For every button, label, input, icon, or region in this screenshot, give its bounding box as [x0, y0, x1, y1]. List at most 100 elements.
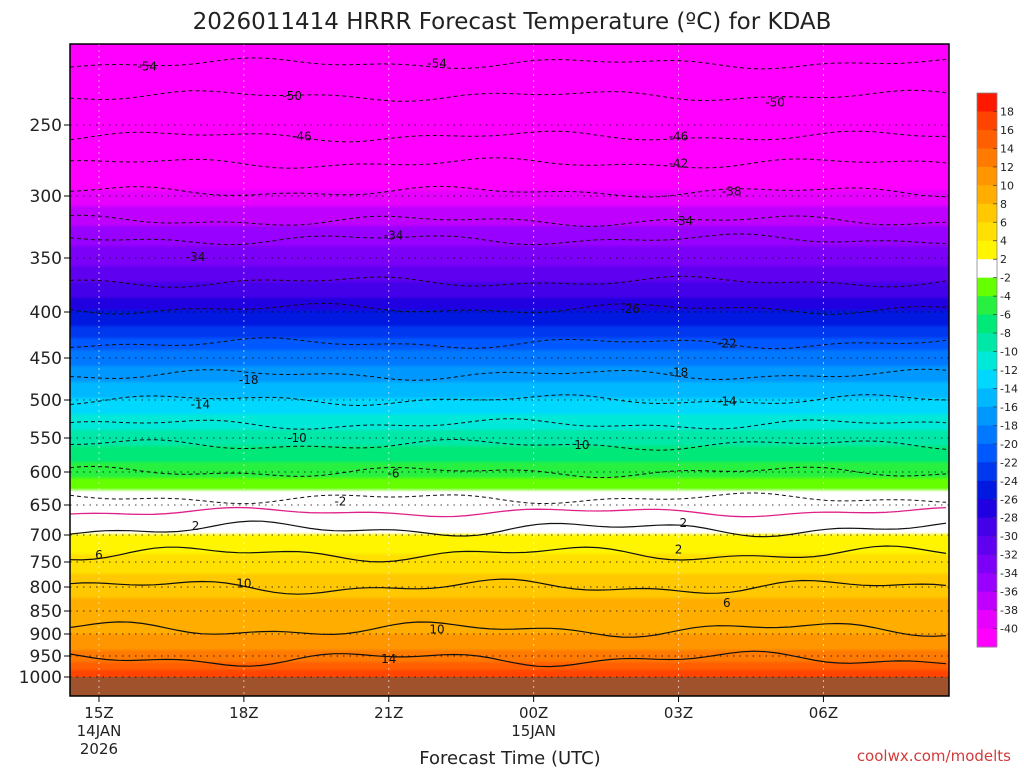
colorbar-swatch	[977, 573, 997, 593]
contour-label: 2	[192, 519, 200, 533]
x-tick-label: 18Z	[229, 704, 258, 722]
colorbar-swatch	[977, 443, 997, 463]
y-tick-label: 950	[30, 647, 62, 667]
contour-label: 10	[236, 577, 251, 591]
colorbar-tick-label: 18	[1000, 105, 1014, 118]
y-tick-label: 700	[30, 526, 62, 546]
colorbar-tick-label: -34	[1000, 567, 1018, 580]
colorbar-swatch	[977, 129, 997, 149]
colorbar-swatch	[977, 351, 997, 371]
colorbar-swatch	[977, 610, 997, 630]
colorbar-swatch	[977, 259, 997, 279]
contour-label-text: 10	[429, 622, 444, 636]
contour-label-text: -22	[717, 336, 737, 350]
ground-shading	[70, 677, 949, 696]
colorbar-legend: 18 16 14 12 10 8 6 4 2 -2 -4 -6 -8 -10 -12 -14 -16 -18 -20…	[976, 92, 1018, 648]
x-tick-label: 15Z	[84, 704, 113, 722]
contour-label: -14	[717, 395, 737, 409]
colorbar-tick-label: -12	[1000, 364, 1018, 377]
x-tick-label: 06Z	[809, 704, 838, 722]
contour-label-text: -38	[722, 185, 742, 199]
contour-label-text: -18	[239, 373, 259, 387]
colorbar-tick-label: 6	[1000, 216, 1007, 229]
y-axis-pressure: 250 300 350 400 450 500 550 600 650 700 750 800 850 9…	[19, 116, 70, 688]
contour-label: -54	[137, 60, 157, 74]
colorbar-swatch	[977, 628, 997, 648]
colorbar-swatch	[977, 222, 997, 242]
contour-label: -34	[186, 250, 206, 264]
y-tick-label: 550	[30, 429, 62, 449]
contour-label: 2	[680, 516, 688, 530]
colorbar-swatch	[977, 370, 997, 389]
contour-label-text: -34	[384, 229, 404, 243]
contour-label-text: -50	[282, 89, 302, 103]
x-tick-date: 14JAN	[77, 722, 122, 740]
isotherm-solid	[70, 650, 947, 668]
x-tick-date: 15JAN	[511, 722, 556, 740]
colorbar-tick-label: -26	[1000, 493, 1018, 506]
contour-label: -2	[334, 495, 346, 509]
contour-label: -18	[669, 365, 689, 379]
x-tick-year: 2026	[80, 740, 118, 758]
colorbar-tick-label: -30	[1000, 530, 1018, 543]
y-tick-label: 350	[30, 249, 62, 269]
colorbar-swatch	[977, 425, 997, 445]
colorbar-swatch	[977, 462, 997, 482]
colorbar-tick-label: 8	[1000, 198, 1007, 211]
colorbar-tick-label: -18	[1000, 419, 1018, 432]
contour-label: -34	[674, 214, 694, 228]
colorbar-tick-label: -10	[1000, 346, 1018, 359]
contour-label: -6	[388, 466, 400, 480]
colorbar-tick-label: -6	[1000, 309, 1011, 322]
y-tick-label: 750	[30, 553, 62, 573]
contour-label-text: -46	[669, 129, 689, 143]
contour-label-text: -46	[292, 129, 312, 143]
contour-label-text: 6	[723, 596, 731, 610]
contour-label: -50	[765, 95, 785, 109]
isotherm-solid	[70, 621, 947, 638]
contour-label-text: 2	[675, 543, 683, 557]
contour-label: 6	[723, 596, 731, 610]
y-tick-label: 800	[30, 578, 62, 598]
y-tick-label: 1000	[19, 668, 62, 688]
colorbar-swatch	[977, 111, 997, 131]
source-credit[interactable]: coolwx.com/modelts	[857, 747, 1011, 765]
colorbar-swatch	[977, 240, 997, 260]
y-tick-label: 500	[30, 391, 62, 411]
isotherm-solid	[70, 545, 947, 563]
y-tick-label: 650	[30, 496, 62, 516]
contour-label: -14	[191, 398, 211, 412]
contour-label-text: -2	[334, 495, 346, 509]
y-tick-label: 300	[30, 187, 62, 207]
contour-label: 2	[675, 543, 683, 557]
colorbar-tick-label: -20	[1000, 438, 1018, 451]
contour-label-text: 14	[381, 652, 396, 666]
contour-label: -54	[427, 56, 447, 70]
colorbar-swatch	[977, 203, 997, 223]
colorbar-tick-label: -38	[1000, 604, 1018, 617]
colorbar-swatch	[977, 499, 997, 519]
colorbar-tick-label: -22	[1000, 456, 1018, 469]
colorbar-swatch	[977, 554, 997, 574]
contour-label-text: -14	[717, 395, 737, 409]
colorbar-tick-label: -32	[1000, 549, 1018, 562]
temperature-field	[70, 44, 949, 696]
contour-label: -34	[384, 229, 404, 243]
contour-label: -46	[292, 129, 312, 143]
freezing-isotherm	[70, 506, 947, 518]
contour-label: -26	[620, 302, 640, 316]
contour-label: -10	[287, 431, 307, 445]
contour-label: 6	[95, 548, 103, 562]
contour-label-text: -34	[674, 214, 694, 228]
colorbar-swatch	[977, 148, 997, 168]
colorbar-swatch	[977, 296, 997, 316]
contour-label-text: 2	[192, 519, 200, 533]
colorbar-tick-label: -24	[1000, 475, 1018, 488]
contour-label: 10	[429, 622, 444, 636]
contour-label-text: -18	[669, 365, 689, 379]
colorbar-tick-label: 10	[1000, 179, 1014, 192]
y-tick-label: 900	[30, 625, 62, 645]
contour-label-text: 2	[680, 516, 688, 530]
